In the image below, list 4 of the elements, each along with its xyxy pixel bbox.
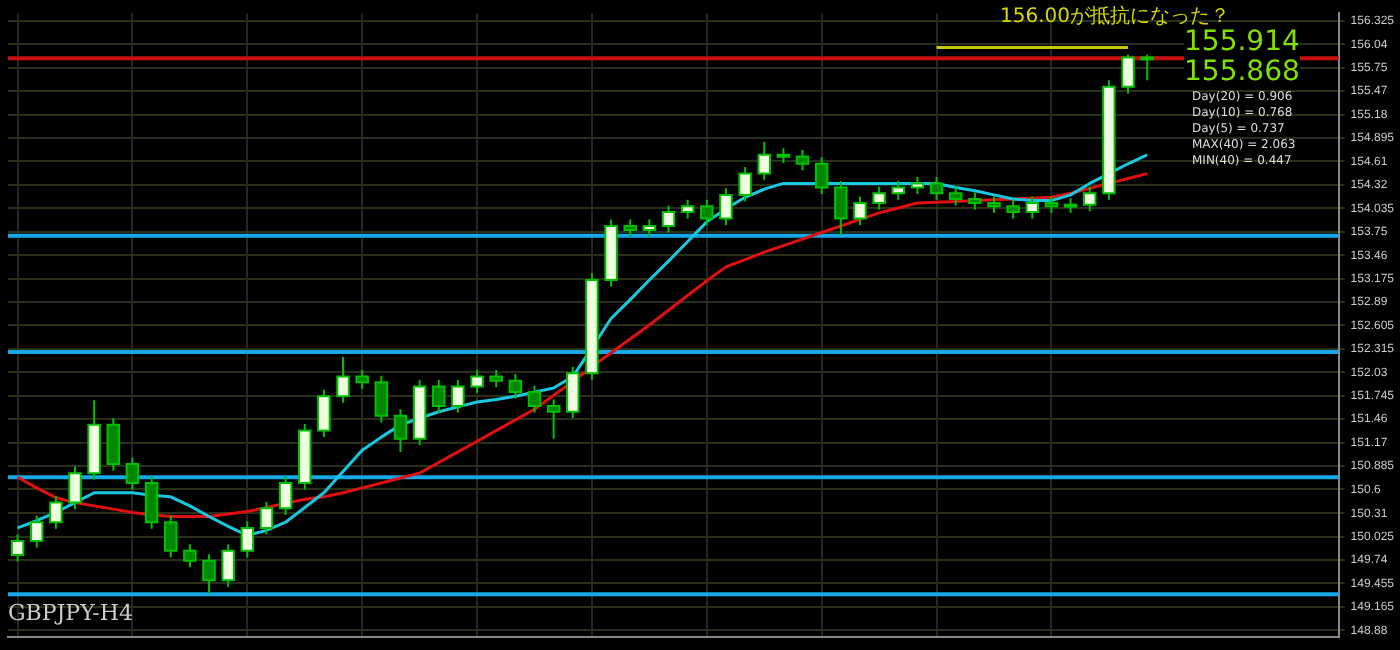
text: 155.868: [1184, 56, 1300, 88]
text: 155.914: [1184, 26, 1300, 58]
annotation: 156.00が抵抗になった？: [1000, 3, 1230, 29]
annotation: GBPJPY-H4: [8, 600, 133, 626]
